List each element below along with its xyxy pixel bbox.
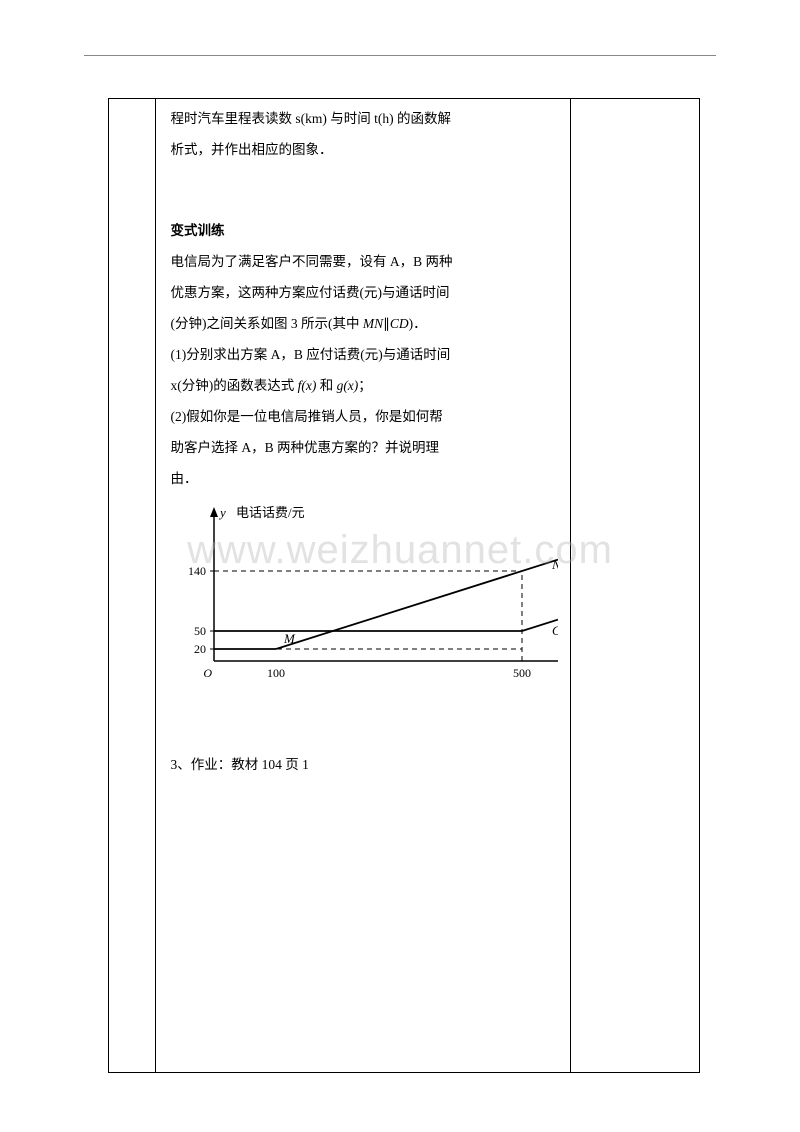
fx-label: f(x) bbox=[298, 378, 317, 393]
svg-text:C: C bbox=[552, 623, 558, 638]
para3-line1: (2)假如你是一位电信局推销人员，你是如何帮 bbox=[170, 401, 558, 432]
cd-label: CD bbox=[390, 316, 409, 331]
svg-text:电话话费/元: 电话话费/元 bbox=[236, 505, 305, 520]
document-table: 程时汽车里程表读数 s(km) 与时间 t(h) 的函数解 析式，并作出相应的图… bbox=[108, 98, 700, 1073]
para1-line3: (分钟)之间关系如图 3 所示(其中 MN∥CD)． bbox=[170, 308, 558, 339]
svg-text:500: 500 bbox=[513, 666, 531, 680]
para3-line2: 助客户选择 A，B 两种优惠方案的？并说明理 bbox=[170, 432, 558, 463]
svg-text:20: 20 bbox=[194, 642, 206, 656]
table-col-2-content: 程时汽车里程表读数 s(km) 与时间 t(h) 的函数解 析式，并作出相应的图… bbox=[156, 99, 571, 1073]
svg-text:O: O bbox=[204, 666, 213, 680]
main-content: 程时汽车里程表读数 s(km) 与时间 t(h) 的函数解 析式，并作出相应的图… bbox=[170, 99, 558, 780]
para1-line3-suffix: )． bbox=[409, 316, 427, 331]
svg-text:M: M bbox=[283, 631, 296, 646]
svg-text:50: 50 bbox=[194, 624, 206, 638]
mn-label: MN bbox=[363, 316, 383, 331]
table-col-3 bbox=[571, 99, 700, 1073]
svg-text:N: N bbox=[551, 557, 558, 572]
chart-svg: 20 50 140 100 500 Oy 电话话费/元 M N C bbox=[170, 503, 558, 689]
section-heading: 变式训练 bbox=[170, 215, 558, 246]
homework-text: 3、作业：教材 104 页 1 bbox=[170, 749, 558, 780]
svg-text:y: y bbox=[218, 505, 226, 520]
svg-text:140: 140 bbox=[188, 564, 206, 578]
phone-fee-chart: 20 50 140 100 500 Oy 电话话费/元 M N C bbox=[170, 503, 558, 689]
intro-text-line1: 程时汽车里程表读数 s(km) 与时间 t(h) 的函数解 bbox=[170, 103, 558, 134]
para2-line1: (1)分别求出方案 A，B 应付话费(元)与通话时间 bbox=[170, 339, 558, 370]
and-text: 和 bbox=[316, 378, 336, 393]
para3-line3: 由． bbox=[170, 463, 558, 494]
gx-label: g(x) bbox=[337, 378, 359, 393]
para1-line3-prefix: (分钟)之间关系如图 3 所示(其中 bbox=[170, 316, 362, 331]
para1-line2: 优惠方案，这两种方案应付话费(元)与通话时间 bbox=[170, 277, 558, 308]
svg-text:100: 100 bbox=[267, 666, 285, 680]
spacer bbox=[170, 689, 558, 749]
parallel-symbol: ∥ bbox=[383, 316, 390, 331]
para2-suffix: ； bbox=[358, 378, 372, 393]
para1-line1: 电信局为了满足客户不同需要，设有 A，B 两种 bbox=[170, 246, 558, 277]
table-col-1 bbox=[109, 99, 156, 1073]
para2-line2: xx(分钟)的函数表达式 (分钟)的函数表达式 f(x) 和 g(x)； bbox=[170, 370, 558, 401]
intro-text-line2: 析式，并作出相应的图象． bbox=[170, 134, 558, 165]
